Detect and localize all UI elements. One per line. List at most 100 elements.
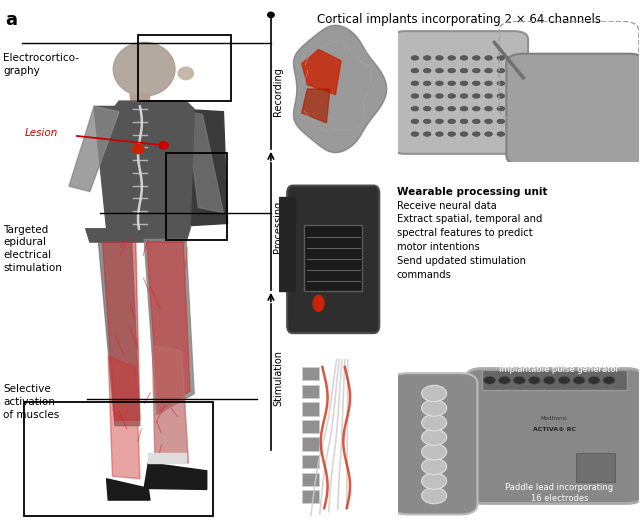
- Circle shape: [460, 56, 468, 60]
- Polygon shape: [186, 112, 223, 213]
- Circle shape: [497, 119, 505, 123]
- Circle shape: [460, 81, 468, 86]
- Circle shape: [498, 376, 510, 384]
- Circle shape: [423, 69, 431, 73]
- Text: Wearable processing unit: Wearable processing unit: [397, 187, 547, 197]
- Circle shape: [411, 69, 419, 73]
- Circle shape: [483, 376, 496, 384]
- Circle shape: [422, 458, 447, 475]
- Bar: [302, 455, 318, 468]
- Circle shape: [460, 106, 468, 111]
- Bar: [302, 472, 318, 486]
- Polygon shape: [153, 346, 188, 463]
- Bar: [482, 370, 627, 390]
- Bar: [302, 420, 318, 433]
- Circle shape: [497, 94, 505, 98]
- Circle shape: [603, 376, 615, 384]
- Bar: [166, 153, 227, 240]
- Circle shape: [448, 119, 456, 123]
- Circle shape: [435, 94, 443, 98]
- Text: spectral features to predict: spectral features to predict: [397, 228, 532, 238]
- FancyBboxPatch shape: [465, 369, 642, 503]
- Circle shape: [422, 429, 447, 445]
- Circle shape: [485, 132, 492, 136]
- Circle shape: [497, 132, 505, 136]
- Circle shape: [435, 56, 443, 60]
- Circle shape: [423, 106, 431, 111]
- Circle shape: [448, 94, 456, 98]
- Circle shape: [411, 81, 419, 86]
- Circle shape: [485, 56, 492, 60]
- Circle shape: [558, 376, 570, 384]
- Text: a: a: [5, 11, 17, 29]
- Circle shape: [473, 119, 480, 123]
- Circle shape: [422, 385, 447, 402]
- Polygon shape: [69, 106, 119, 192]
- Bar: [24, 402, 213, 516]
- Circle shape: [422, 487, 447, 504]
- Circle shape: [422, 414, 447, 431]
- Bar: [576, 453, 614, 481]
- Bar: [302, 402, 318, 415]
- Circle shape: [573, 376, 585, 384]
- Circle shape: [497, 81, 505, 86]
- Text: Extract spatial, temporal and: Extract spatial, temporal and: [397, 214, 542, 225]
- Circle shape: [411, 56, 419, 60]
- Polygon shape: [86, 229, 190, 242]
- Text: Selective
activation
of muscles: Selective activation of muscles: [3, 384, 60, 420]
- Circle shape: [268, 12, 274, 18]
- Circle shape: [485, 81, 492, 86]
- Circle shape: [423, 56, 431, 60]
- Polygon shape: [279, 197, 295, 290]
- Circle shape: [435, 132, 443, 136]
- Polygon shape: [302, 49, 341, 95]
- Circle shape: [460, 94, 468, 98]
- FancyBboxPatch shape: [391, 373, 478, 514]
- Circle shape: [460, 69, 468, 73]
- Bar: [302, 367, 318, 380]
- Polygon shape: [153, 346, 188, 463]
- Polygon shape: [146, 242, 190, 412]
- Circle shape: [448, 81, 456, 86]
- Text: motor intentions: motor intentions: [397, 242, 480, 252]
- Text: Send updated stimulation: Send updated stimulation: [397, 256, 526, 266]
- Circle shape: [422, 473, 447, 489]
- Circle shape: [473, 106, 480, 111]
- Polygon shape: [177, 109, 228, 226]
- Bar: [302, 490, 318, 503]
- Text: ACTIVA® RC: ACTIVA® RC: [533, 427, 576, 432]
- Text: Lesion: Lesion: [24, 128, 58, 138]
- Circle shape: [435, 119, 443, 123]
- Circle shape: [132, 144, 144, 154]
- Circle shape: [497, 56, 505, 60]
- Circle shape: [485, 94, 492, 98]
- Polygon shape: [144, 463, 207, 489]
- Circle shape: [423, 81, 431, 86]
- Circle shape: [423, 132, 431, 136]
- FancyBboxPatch shape: [391, 31, 528, 154]
- Polygon shape: [94, 101, 194, 229]
- Circle shape: [423, 119, 431, 123]
- Circle shape: [485, 119, 492, 123]
- Circle shape: [159, 142, 168, 149]
- Text: Stimulation: Stimulation: [273, 350, 283, 406]
- Circle shape: [460, 132, 468, 136]
- Circle shape: [448, 106, 456, 111]
- Circle shape: [313, 295, 325, 312]
- Circle shape: [448, 69, 456, 73]
- Circle shape: [473, 56, 480, 60]
- Circle shape: [411, 94, 419, 98]
- Bar: [302, 385, 318, 398]
- FancyBboxPatch shape: [287, 186, 379, 333]
- Circle shape: [588, 376, 600, 384]
- Polygon shape: [98, 239, 140, 426]
- Polygon shape: [130, 94, 150, 106]
- Circle shape: [473, 132, 480, 136]
- Circle shape: [411, 106, 419, 111]
- Circle shape: [448, 56, 456, 60]
- Text: Processing: Processing: [273, 201, 283, 253]
- Polygon shape: [302, 89, 330, 123]
- Polygon shape: [144, 239, 194, 415]
- Polygon shape: [108, 356, 140, 479]
- Polygon shape: [114, 43, 175, 96]
